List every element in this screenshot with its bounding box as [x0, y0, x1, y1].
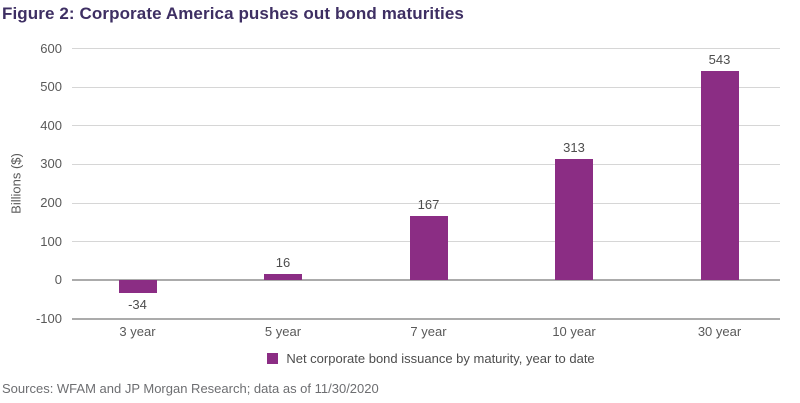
- bar: [264, 274, 302, 281]
- zero-line: [72, 279, 780, 282]
- bar: [409, 215, 448, 281]
- y-gridline: [72, 318, 780, 320]
- bar-value-label: -34: [128, 297, 147, 313]
- y-gridline: [72, 202, 780, 204]
- bar: [118, 280, 157, 294]
- x-tick-label: 10 year: [552, 324, 596, 339]
- y-tick-label: 100: [40, 233, 62, 249]
- y-tick-label: -100: [35, 311, 62, 326]
- legend-swatch-icon: [267, 352, 279, 364]
- y-tick-label: 0: [54, 272, 62, 288]
- legend-label: Net corporate bond issuance by maturity,…: [286, 350, 595, 366]
- x-tick-label: 7 year: [410, 324, 447, 339]
- y-tick-label: 200: [40, 195, 62, 211]
- x-tick-label: 30 year: [697, 324, 742, 339]
- y-gridline: [72, 163, 780, 165]
- figure-title: Figure 2: Corporate America pushes out b…: [2, 4, 464, 23]
- x-tick-label: 3 year: [119, 324, 156, 339]
- bar: [555, 159, 593, 281]
- x-tick-label: 5 year: [264, 324, 302, 339]
- source-note: Sources: WFAM and JP Morgan Research; da…: [2, 381, 379, 396]
- y-tick-label: 600: [40, 40, 62, 56]
- y-tick-label: 300: [40, 156, 62, 172]
- bar-value-label: 167: [417, 196, 440, 212]
- y-tick-label: 400: [40, 117, 62, 133]
- bar-value-label: 313: [563, 140, 585, 156]
- bar: [700, 70, 739, 281]
- y-gridline: [72, 86, 780, 88]
- y-gridline: [72, 48, 780, 49]
- y-gridline: [72, 125, 780, 127]
- legend: Net corporate bond issuance by maturity,…: [72, 349, 790, 367]
- bar-value-label: 543: [708, 51, 731, 67]
- y-tick-label: 500: [40, 79, 62, 95]
- bar-value-label: 16: [275, 255, 291, 271]
